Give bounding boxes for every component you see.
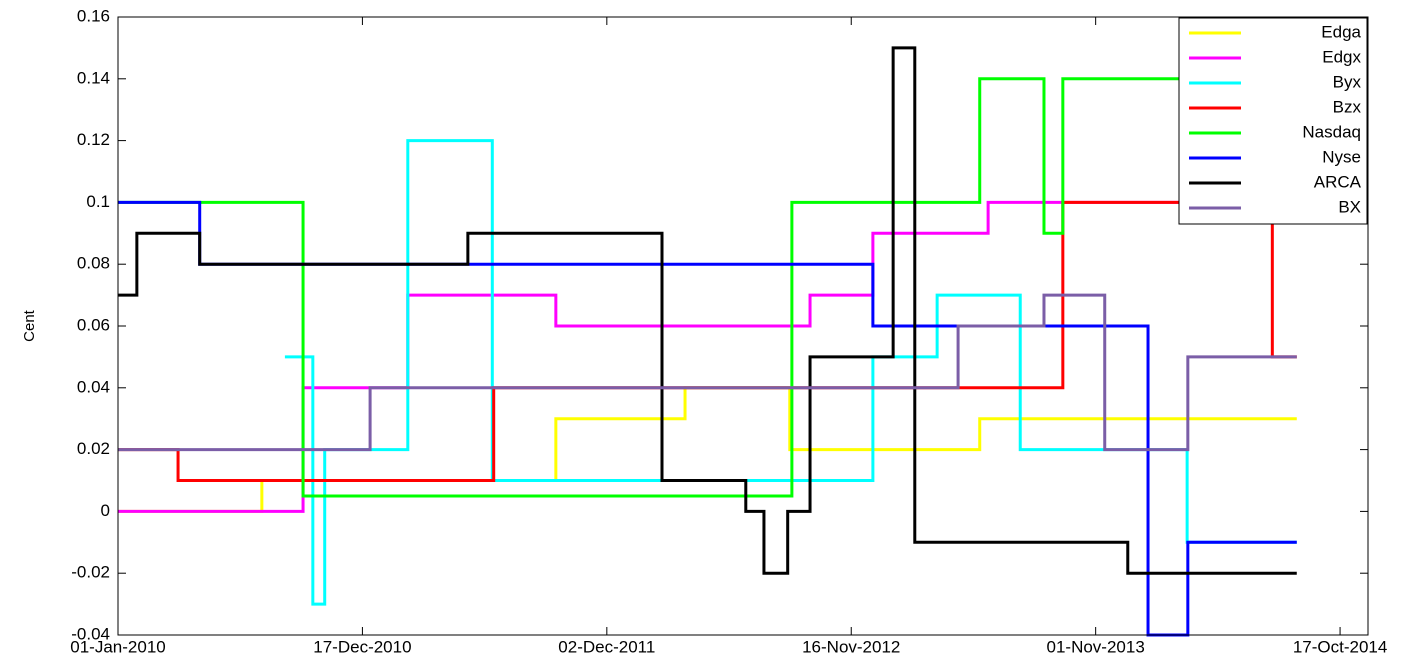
y-tick-label: 0.02: [77, 439, 110, 458]
y-tick-label: 0.16: [77, 6, 110, 25]
y-tick-label: 0.04: [77, 377, 110, 396]
legend-label: Byx: [1333, 72, 1362, 91]
series-line: [118, 77, 1297, 498]
legend-label: Bzx: [1333, 97, 1362, 116]
x-tick-label: 16-Nov-2012: [802, 637, 900, 656]
series-line: [118, 386, 1297, 513]
legend-label: BX: [1338, 197, 1361, 216]
x-tick-label: 17-Dec-2010: [313, 637, 411, 656]
x-tick-label: 02-Dec-2011: [558, 637, 655, 656]
x-tick-label: 01-Jan-2010: [70, 637, 165, 656]
series-line: [118, 46, 1297, 575]
legend: Edga Edgx Byx Bzx Nasdaq Nyse ARCA BX: [1178, 17, 1368, 225]
y-tick-label: -0.02: [71, 563, 110, 582]
y-tick-label: -0.04: [71, 624, 110, 643]
y-tick-label: 0.12: [77, 130, 110, 149]
legend-label: Nasdaq: [1302, 122, 1361, 141]
legend-label: Edgx: [1322, 47, 1361, 66]
plot-frame: [117, 16, 1369, 636]
y-tick-label: 0.14: [77, 68, 110, 87]
legend-label: ARCA: [1314, 172, 1362, 191]
series-line: [118, 293, 1297, 452]
legend-box: [1178, 17, 1368, 225]
y-tick-label: 0.08: [77, 254, 110, 273]
y-axis-label: Cent: [21, 309, 38, 342]
x-tick-label: 01-Nov-2013: [1047, 637, 1145, 656]
series-line: [118, 200, 1297, 513]
x-tick-label: 17-Oct-2014: [1293, 637, 1388, 656]
legend-label: Nyse: [1322, 147, 1361, 166]
y-tick-label: 0.06: [77, 315, 110, 334]
legend-label: Edga: [1321, 22, 1361, 41]
y-tick-label: 0: [101, 501, 110, 520]
y-tick-label: 0.1: [86, 192, 110, 211]
